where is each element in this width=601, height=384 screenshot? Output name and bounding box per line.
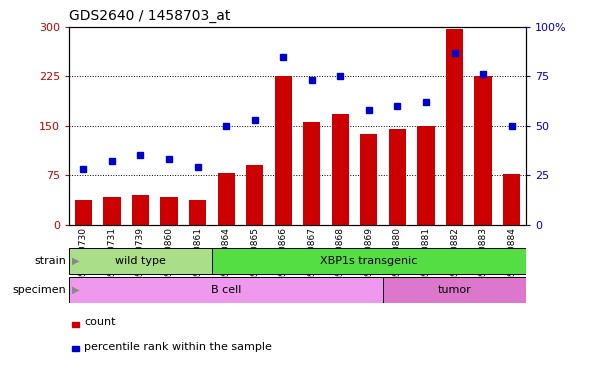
Bar: [275, 76, 292, 225]
Bar: [69, 248, 212, 274]
Text: count: count: [84, 318, 115, 328]
Bar: [103, 197, 121, 225]
Bar: [389, 129, 406, 225]
Bar: [69, 277, 383, 303]
Bar: [212, 248, 526, 274]
Bar: [218, 173, 234, 225]
Text: specimen: specimen: [13, 285, 66, 295]
Bar: [417, 126, 435, 225]
Text: ▶: ▶: [72, 285, 79, 295]
Text: strain: strain: [34, 256, 66, 266]
Text: GDS2640 / 1458703_at: GDS2640 / 1458703_at: [69, 9, 231, 23]
Bar: [332, 114, 349, 225]
Text: tumor: tumor: [438, 285, 471, 295]
Text: ▶: ▶: [72, 256, 79, 266]
Text: percentile rank within the sample: percentile rank within the sample: [84, 342, 272, 352]
Bar: [446, 29, 463, 225]
Bar: [132, 195, 149, 225]
Bar: [503, 174, 520, 225]
Bar: [475, 76, 492, 225]
Text: B cell: B cell: [211, 285, 242, 295]
Text: XBP1s transgenic: XBP1s transgenic: [320, 256, 418, 266]
Bar: [72, 321, 79, 327]
Bar: [246, 166, 263, 225]
Bar: [360, 134, 377, 225]
Bar: [304, 122, 320, 225]
Text: wild type: wild type: [115, 256, 166, 266]
Bar: [189, 200, 206, 225]
Bar: [75, 200, 92, 225]
Bar: [383, 277, 526, 303]
Bar: [72, 346, 79, 351]
Bar: [160, 197, 178, 225]
